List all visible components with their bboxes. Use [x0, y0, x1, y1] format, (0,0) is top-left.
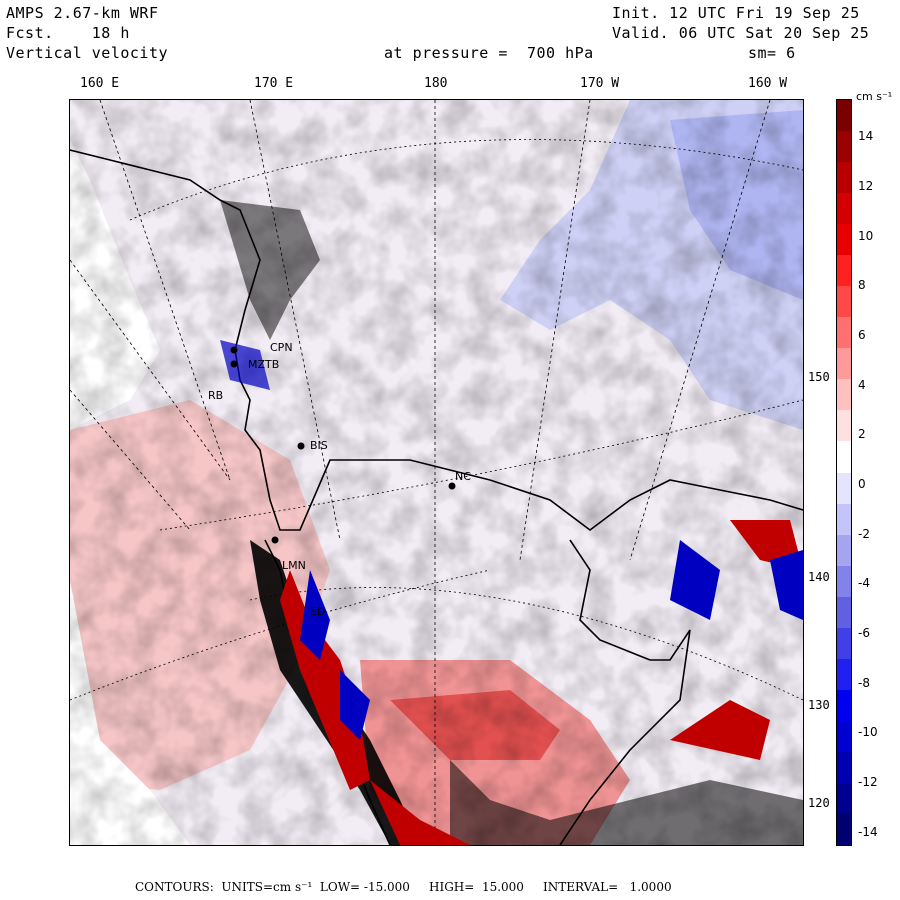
map-panel: CPN MZTB BIS NC LMN ED RB	[69, 99, 804, 846]
colorbar-tick-label: 14	[858, 129, 874, 144]
colorbar-tick-label: -4	[858, 576, 870, 591]
colorbar-tick-label: -6	[858, 625, 870, 640]
station-label-nc: NC	[455, 470, 471, 483]
colorbar-tick-label: 4	[858, 377, 866, 392]
colorbar-segment	[837, 503, 851, 536]
colorbar-segment	[837, 286, 851, 318]
colorbar-segment	[837, 100, 851, 132]
station-label-ed: ED	[310, 605, 326, 618]
colorbar-segment	[837, 782, 851, 815]
colorbar-segment	[837, 131, 851, 163]
station-label-cpn: CPN	[270, 341, 293, 354]
lon-label-170w: 170 W	[580, 76, 620, 91]
station-label-lmn: LMN	[282, 559, 306, 572]
colorbar-segment	[837, 317, 851, 349]
colorbar-tick-label: 10	[858, 228, 874, 243]
colorbar-segment	[837, 627, 851, 660]
strong-downdraft-band	[220, 340, 803, 740]
colorbar-tick-label: 12	[858, 178, 874, 193]
colorbar	[836, 99, 852, 846]
vertical-velocity-map	[70, 100, 803, 845]
colorbar-segment	[837, 813, 851, 846]
lon-label-170e: 170 E	[254, 76, 294, 91]
parallel-lines	[70, 139, 803, 701]
colorbar-segment	[837, 658, 851, 691]
station-label-bis: BIS	[310, 439, 328, 452]
colorbar-segment	[837, 565, 851, 598]
init-time: Init. 12 UTC Fri 19 Sep 25	[612, 4, 860, 22]
colorbar-tick-label: -2	[858, 526, 870, 541]
model-title: AMPS 2.67-km WRF	[6, 4, 159, 22]
colorbar-segment	[837, 689, 851, 722]
colorbar-tick-label: -8	[858, 675, 870, 690]
colorbar-tick-label: 6	[858, 327, 866, 342]
colorbar-tick-label: 0	[858, 476, 866, 491]
field-name: Vertical velocity	[6, 44, 169, 62]
smoothing: sm= 6	[748, 44, 796, 62]
colorbar-segment	[837, 348, 851, 380]
colorbar-segment	[837, 224, 851, 256]
valid-time: Valid. 06 UTC Sat 20 Sep 25	[612, 24, 870, 42]
colorbar-tick-label: -12	[858, 774, 878, 789]
colorbar-segment	[837, 720, 851, 753]
colorbar-tick-label: -14	[858, 824, 878, 839]
lon-label-160e: 160 E	[80, 76, 120, 91]
colorbar-tick-label: 2	[858, 427, 866, 442]
colorbar-segment	[837, 379, 851, 411]
colorbar-tick-label: 8	[858, 278, 866, 293]
pressure-level: at pressure = 700 hPa	[384, 44, 594, 62]
colorbar-segment	[837, 534, 851, 567]
station-label-mztb: MZTB	[248, 358, 280, 371]
colorbar-tick-label: -10	[858, 725, 878, 740]
lon-label-180: 180	[424, 76, 448, 91]
colorbar-unit: cm s⁻¹	[856, 90, 893, 103]
forecast-hour: Fcst. 18 h	[6, 24, 130, 42]
contour-info: CONTOURS: UNITS=cm s⁻¹ LOW= -15.000 HIGH…	[135, 880, 672, 894]
station-label-rb: RB	[208, 389, 224, 402]
colorbar-segment	[837, 162, 851, 194]
colorbar-segment	[837, 441, 851, 473]
contour-texture	[70, 100, 803, 845]
lon-label-160w: 160 W	[748, 76, 788, 91]
colorbar-segment	[837, 255, 851, 287]
colorbar-segment	[837, 596, 851, 629]
station-markers	[230, 346, 456, 544]
colorbar-segment	[837, 472, 851, 505]
colorbar-segment	[837, 751, 851, 784]
colorbar-segment	[837, 193, 851, 225]
colorbar-segment	[837, 410, 851, 442]
